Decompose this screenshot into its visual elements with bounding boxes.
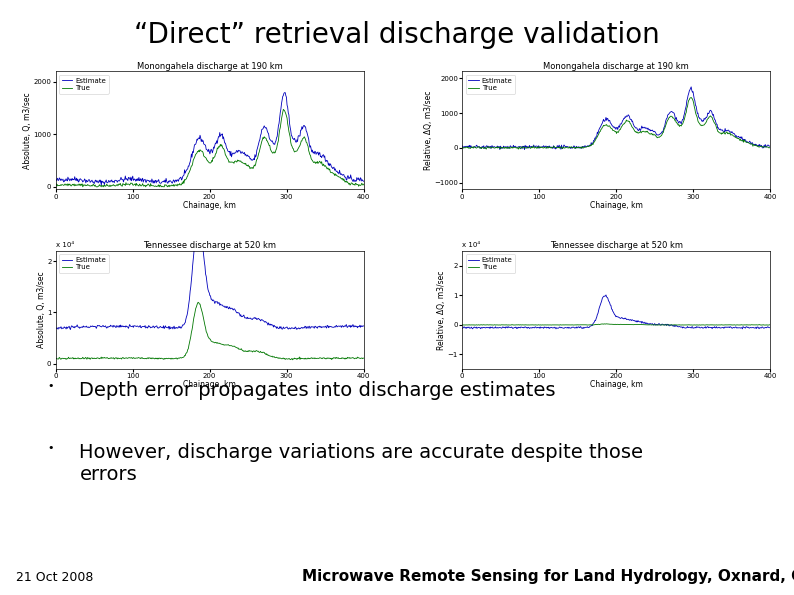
X-axis label: Chainage, km: Chainage, km: [183, 201, 236, 210]
X-axis label: Chainage, km: Chainage, km: [183, 380, 236, 390]
Title: Tennessee discharge at 520 km: Tennessee discharge at 520 km: [143, 241, 276, 250]
Text: “Direct” retrieval discharge validation: “Direct” retrieval discharge validation: [134, 21, 660, 49]
Text: Microwave Remote Sensing for Land Hydrology, Oxnard, CA: Microwave Remote Sensing for Land Hydrol…: [302, 569, 794, 584]
Text: x 10⁴: x 10⁴: [56, 243, 74, 249]
Legend: Estimate, True: Estimate, True: [465, 254, 515, 273]
Text: x 10⁴: x 10⁴: [462, 243, 480, 249]
X-axis label: Chainage, km: Chainage, km: [590, 201, 642, 210]
Title: Tennessee discharge at 520 km: Tennessee discharge at 520 km: [549, 241, 683, 250]
Y-axis label: Absolute, Q, m3/sec: Absolute, Q, m3/sec: [37, 271, 45, 348]
Text: 21 Oct 2008: 21 Oct 2008: [16, 571, 93, 584]
Legend: Estimate, True: Estimate, True: [59, 75, 109, 94]
Title: Monongahela discharge at 190 km: Monongahela discharge at 190 km: [543, 62, 689, 71]
Text: Depth error propagates into discharge estimates: Depth error propagates into discharge es…: [79, 381, 556, 400]
Y-axis label: Absolute, Q, m3/sec: Absolute, Q, m3/sec: [23, 92, 32, 169]
Y-axis label: Relative, ΔQ, m3/sec: Relative, ΔQ, m3/sec: [437, 270, 446, 349]
Legend: Estimate, True: Estimate, True: [465, 75, 515, 94]
Text: However, discharge variations are accurate despite those
errors: However, discharge variations are accura…: [79, 443, 643, 484]
Text: •: •: [48, 443, 54, 453]
Title: Monongahela discharge at 190 km: Monongahela discharge at 190 km: [137, 62, 283, 71]
Y-axis label: Relative, ΔQ, m3/sec: Relative, ΔQ, m3/sec: [424, 91, 433, 170]
Legend: Estimate, True: Estimate, True: [59, 254, 109, 273]
Text: •: •: [48, 381, 54, 391]
X-axis label: Chainage, km: Chainage, km: [590, 380, 642, 390]
